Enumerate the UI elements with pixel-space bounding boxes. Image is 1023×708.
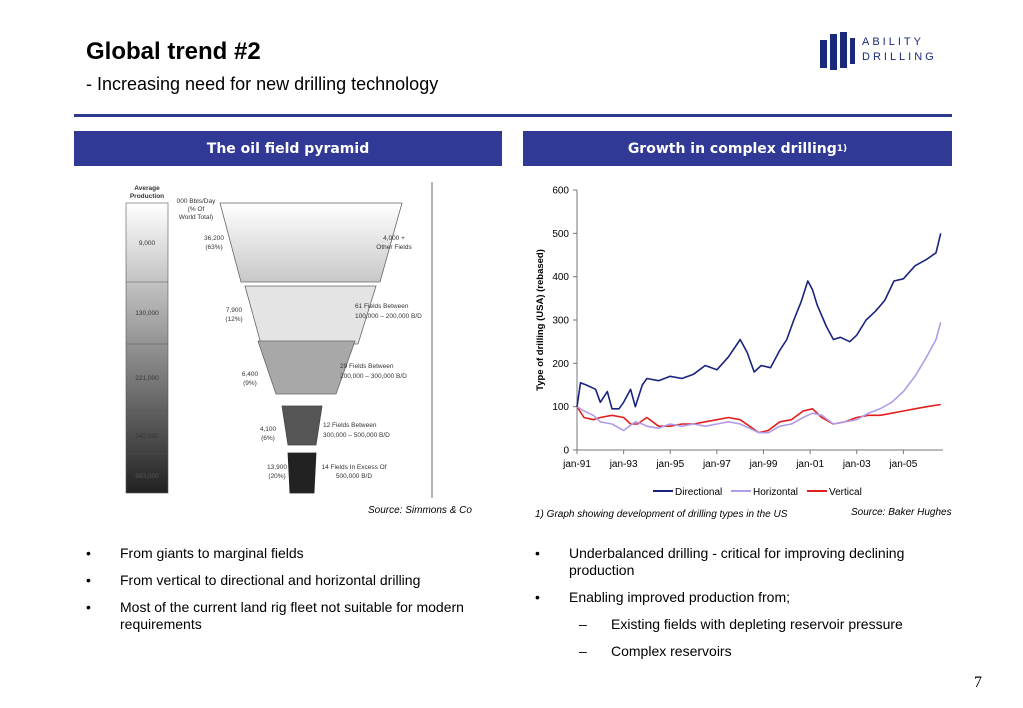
right-bullet-1: Underbalanced drilling - critical for im… xyxy=(535,545,955,579)
pyramid-pct-2: (12%) xyxy=(225,316,242,323)
chart-footnote: 1) Graph showing development of drilling… xyxy=(535,509,788,520)
complex-drilling-header: Growth in complex drilling 1) xyxy=(523,131,952,166)
avg-row-2: 130,000 xyxy=(135,310,159,317)
logo-text-line2: DRILLING xyxy=(862,51,937,63)
y-tick-label: 600 xyxy=(552,186,569,197)
pyramid-desc-2a: 61 Fields Between xyxy=(355,303,409,310)
left-bullet-3: Most of the current land rig fleet not s… xyxy=(86,599,476,633)
pyramid-value-4: 4,100 xyxy=(260,426,277,433)
left-bullet-1: From giants to marginal fields xyxy=(86,545,476,562)
logo-text-line1: ABILITY xyxy=(862,36,924,48)
page-title: Global trend #2 xyxy=(86,38,261,65)
header-divider xyxy=(74,114,952,117)
oil-field-pyramid-header: The oil field pyramid xyxy=(74,131,502,166)
x-tick-label: jan-01 xyxy=(795,459,824,470)
pyramid-tier-5 xyxy=(287,452,317,494)
pyramid-value-2: 7,900 xyxy=(226,307,243,314)
band-right-footnote-ref: 1) xyxy=(836,143,848,154)
y-tick-label: 500 xyxy=(552,229,569,240)
legend-label-directional: Directional xyxy=(675,487,722,498)
pyramid-pct-4: (6%) xyxy=(261,435,275,442)
pyramid-pct-3: (9%) xyxy=(243,380,257,387)
pyramid-desc-4a: 12 Fields Between xyxy=(323,422,377,429)
right-bullet-2: Enabling improved production from; xyxy=(535,589,955,606)
left-bullet-2: From vertical to directional and horizon… xyxy=(86,572,476,589)
pyramid-value-5: 13,900 xyxy=(267,464,287,471)
x-tick-label: jan-97 xyxy=(702,459,731,470)
pyramid-tier-4 xyxy=(281,405,323,446)
avg-row-1: 9,000 xyxy=(139,240,156,247)
chart-legend: Directional Horizontal Vertical xyxy=(653,487,862,498)
series-line-directional xyxy=(576,233,942,410)
y-tick-label: 400 xyxy=(552,272,569,283)
pyramid-desc-2b: 100,000 – 200,000 B/D xyxy=(355,313,422,320)
avg-row-4: 342,000 xyxy=(135,433,159,440)
x-tick-label: jan-03 xyxy=(842,459,871,470)
complex-drilling-chart: 0 100 200 300 400 500 600 jan-91 jan-93 jan-95 jan… xyxy=(535,186,943,498)
x-tick-label: jan-95 xyxy=(655,459,684,470)
pyramid-pct-5: (20%) xyxy=(268,473,285,480)
pyramid-desc-1a: 4,000 + xyxy=(383,235,405,242)
avg-row-5: 993,000 xyxy=(135,473,159,480)
x-tick-label: jan-99 xyxy=(749,459,778,470)
avg-production-header-line2: Production xyxy=(130,193,164,200)
x-tick-label: jan-05 xyxy=(888,459,917,470)
logo-mark-icon xyxy=(820,32,855,70)
page-subtitle: - Increasing need for new drilling techn… xyxy=(86,74,439,94)
y-tick-label: 100 xyxy=(552,402,569,413)
pyramid-tier-1 xyxy=(219,202,403,283)
right-bullet-list: Underbalanced drilling - critical for im… xyxy=(535,545,955,670)
pct-header-line3: World Total) xyxy=(179,214,213,221)
pyramid-desc-5a: 14 Fields In Excess Of xyxy=(321,464,386,471)
pct-header-line2: (% Of xyxy=(188,206,205,213)
legend-label-horizontal: Horizontal xyxy=(753,487,798,498)
pyramid-desc-1b: Other Fields xyxy=(376,244,412,251)
pyramid-value-1: 36,200 xyxy=(204,235,224,242)
series-line-horizontal xyxy=(576,321,942,434)
avg-production-column xyxy=(125,202,169,494)
chart-lines xyxy=(576,233,942,434)
pct-header-line1: 000 Bbls/Day xyxy=(177,198,216,205)
chart-source: Source: Baker Hughes xyxy=(851,507,952,518)
avg-row-3: 221,000 xyxy=(135,375,159,382)
oil-field-pyramid-figure: Average Production 9,000 130,000 221,000… xyxy=(125,182,433,498)
pyramid-desc-3b: 200,000 – 300,000 B/D xyxy=(340,373,407,380)
series-line-vertical xyxy=(576,403,941,434)
pyramid-tier-3 xyxy=(257,340,356,395)
legend-label-vertical: Vertical xyxy=(829,487,862,498)
y-axis-label: Type of drilling (USA) (rebased) xyxy=(535,249,546,391)
band-right-title: Growth in complex drilling xyxy=(627,140,837,157)
pyramid-source: Source: Simmons & Co xyxy=(368,505,472,516)
y-tick-label: 0 xyxy=(563,446,569,457)
pyramid-desc-3a: 29 Fields Between xyxy=(340,363,394,370)
band-left-title: The oil field pyramid xyxy=(206,140,370,157)
x-tick-label: jan-91 xyxy=(562,459,591,470)
pyramid-tier-2 xyxy=(244,285,377,345)
left-bullet-list: From giants to marginal fields From vert… xyxy=(86,545,476,643)
company-logo: ABILITY DRILLING xyxy=(818,30,958,74)
chart-axes: 0 100 200 300 400 500 600 jan-91 jan-93 jan-95 jan… xyxy=(535,186,943,470)
y-tick-label: 300 xyxy=(552,316,569,327)
x-tick-label: jan-93 xyxy=(609,459,638,470)
pyramid-value-3: 6,400 xyxy=(242,371,259,378)
avg-production-header-line1: Average xyxy=(134,185,160,192)
right-subbullet-1: Existing fields with depleting reservoir… xyxy=(535,616,955,633)
right-subbullet-2: Complex reservoirs xyxy=(535,643,955,660)
page-number: 7 xyxy=(974,674,982,691)
pyramid-desc-5b: 500,000 B/D xyxy=(336,473,372,480)
y-tick-label: 200 xyxy=(552,359,569,370)
pyramid-pct-1: (63%) xyxy=(205,244,222,251)
pyramid-desc-4b: 300,000 – 500,000 B/D xyxy=(323,432,390,439)
